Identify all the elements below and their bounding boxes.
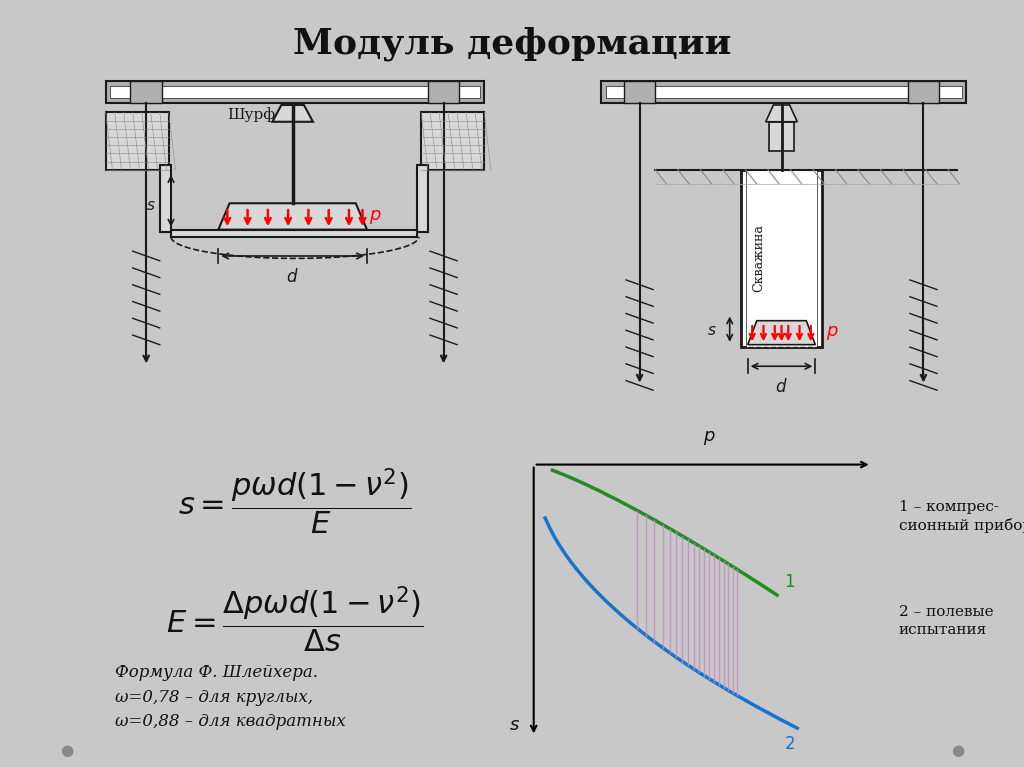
Text: $E = \dfrac{\Delta p\omega d\left(1-\nu^2\right)}{\Delta s}$: $E = \dfrac{\Delta p\omega d\left(1-\nu^… [166, 585, 424, 655]
Bar [624, 81, 655, 103]
Text: $d$: $d$ [287, 268, 299, 286]
Polygon shape [748, 321, 815, 344]
Bar [421, 112, 484, 170]
Bar [741, 170, 822, 347]
Bar [105, 112, 169, 170]
Text: $2$: $2$ [783, 735, 795, 752]
Text: Скважина: Скважина [753, 225, 766, 292]
Bar [746, 170, 817, 347]
Text: $p$: $p$ [370, 208, 382, 225]
Text: ω=0,88 – для квадратных: ω=0,88 – для квадратных [115, 713, 345, 730]
Text: $1$: $1$ [783, 573, 795, 591]
Text: Формула Ф. Шлейхера.: Формула Ф. Шлейхера. [115, 664, 317, 681]
Polygon shape [218, 203, 367, 229]
Text: $p$: $p$ [825, 324, 839, 341]
Polygon shape [766, 105, 798, 122]
Text: $s = \dfrac{p\omega d\left(1-\nu^2\right)}{E}$: $s = \dfrac{p\omega d\left(1-\nu^2\right… [178, 467, 412, 537]
Text: 1 – компрес-
сионный прибор: 1 – компрес- сионный прибор [899, 499, 1024, 533]
Bar [428, 81, 460, 103]
Text: Модуль деформации: Модуль деформации [293, 27, 731, 61]
Text: $p$: $p$ [703, 429, 716, 447]
Text: $d$: $d$ [775, 378, 787, 397]
Bar [130, 81, 162, 103]
Text: $s$: $s$ [707, 323, 716, 337]
Bar [417, 165, 428, 232]
Text: $s$: $s$ [509, 716, 520, 734]
Bar [606, 86, 962, 97]
Text: ω=0,78 – для круглых,: ω=0,78 – для круглых, [115, 690, 312, 706]
Text: ●: ● [951, 742, 964, 758]
Bar [105, 81, 484, 103]
Bar [171, 229, 417, 237]
Text: $s$: $s$ [145, 198, 156, 213]
Text: 2 – полевые
испытания: 2 – полевые испытания [899, 605, 993, 637]
Polygon shape [272, 105, 313, 122]
Bar [907, 81, 939, 103]
Bar [111, 86, 479, 97]
Bar [769, 122, 795, 150]
Bar [160, 165, 171, 232]
Text: ●: ● [60, 742, 73, 758]
Bar [601, 81, 967, 103]
Text: Шурф: Шурф [227, 107, 275, 122]
